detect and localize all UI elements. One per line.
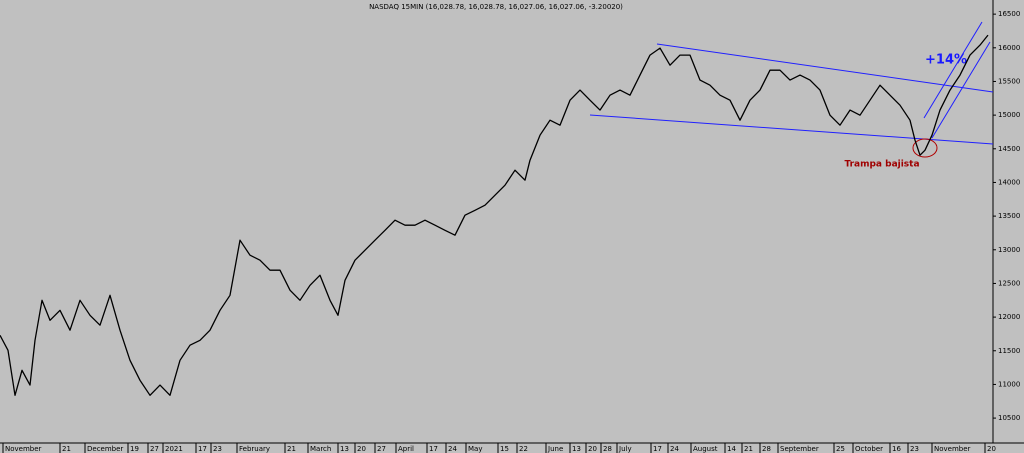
y-tick-label: 11500 [998, 347, 1020, 355]
x-tick-label: March [310, 445, 331, 453]
x-tick-label: 15 [500, 445, 509, 453]
x-tick-label: 25 [836, 445, 845, 453]
trend-line [931, 41, 991, 139]
x-tick-label: December [87, 445, 123, 453]
x-tick-label: 21 [62, 445, 71, 453]
x-tick-label: February [239, 445, 270, 453]
x-tick-label: 27 [377, 445, 386, 453]
x-tick-label: 19 [130, 445, 139, 453]
y-tick-label: 13000 [998, 246, 1020, 254]
x-tick-label: 20 [357, 445, 366, 453]
x-tick-label: 17 [198, 445, 207, 453]
trend-line [656, 43, 994, 93]
x-tick-label: August [693, 445, 718, 453]
x-tick-label: 28 [603, 445, 612, 453]
chart-title: NASDAQ 15MIN (16,028.78, 16,028.78, 16,0… [369, 3, 623, 11]
y-tick-label: 14500 [998, 145, 1020, 153]
y-tick-label: 11000 [998, 380, 1020, 388]
x-tick-label: 21 [287, 445, 296, 453]
x-tick-label: 23 [213, 445, 222, 453]
x-tick-label: November [934, 445, 971, 453]
y-tick-label: 14000 [998, 178, 1020, 186]
x-tick-label: 17 [429, 445, 438, 453]
y-tick-label: 12500 [998, 279, 1020, 287]
x-tick-label: 24 [670, 445, 679, 453]
trend-line [923, 21, 983, 119]
x-tick-label: 28 [762, 445, 771, 453]
y-tick-label: 13500 [998, 212, 1020, 220]
annotation: Trampa bajista [844, 160, 919, 170]
x-tick-label: September [780, 445, 819, 453]
y-tick-label: 15000 [998, 111, 1020, 119]
y-tick-label: 16500 [998, 10, 1020, 18]
x-tick-label: 13 [572, 445, 581, 453]
x-tick-label: 2021 [165, 445, 183, 453]
x-tick-label: November [5, 445, 42, 453]
highlight-ellipse [912, 138, 938, 158]
price-line [0, 34, 989, 396]
x-tick-label: June [547, 445, 563, 453]
x-tick-label: 21 [744, 445, 753, 453]
x-tick-label: October [855, 445, 883, 453]
x-tick-label: 22 [519, 445, 528, 453]
x-tick-label: 23 [910, 445, 919, 453]
x-tick-label: 24 [448, 445, 457, 453]
y-tick-label: 10500 [998, 414, 1020, 422]
x-tick-label: 20 [987, 445, 996, 453]
x-tick-label: 16 [892, 445, 901, 453]
x-tick-label: July [618, 445, 632, 453]
x-tick-label: May [468, 445, 482, 453]
x-tick-label: 20 [588, 445, 597, 453]
annotation: +14% [925, 53, 967, 68]
x-tick-label: April [398, 445, 414, 453]
x-tick-label: 14 [727, 445, 736, 453]
y-tick-label: 15500 [998, 77, 1020, 85]
y-tick-label: 16000 [998, 44, 1020, 52]
y-tick-label: 12000 [998, 313, 1020, 321]
x-tick-label: 17 [653, 445, 662, 453]
x-tick-label: 27 [150, 445, 159, 453]
x-tick-label: 13 [340, 445, 349, 453]
